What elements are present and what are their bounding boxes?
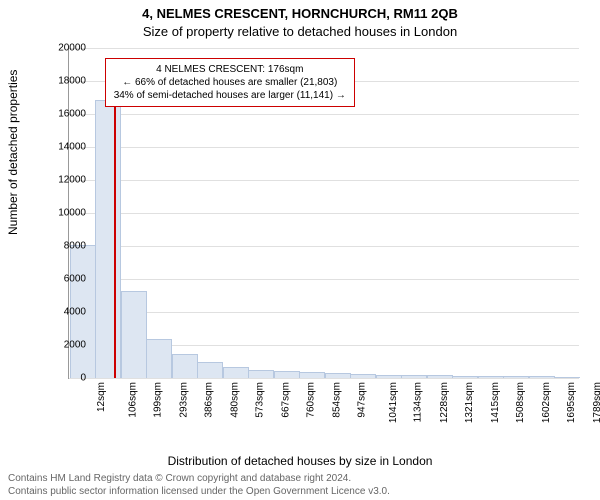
y-axis-label: Number of detached properties (6, 70, 20, 235)
histogram-bar (529, 376, 555, 378)
x-tick: 1789sqm (592, 382, 600, 423)
y-tick: 8000 (36, 241, 86, 252)
grid-line (69, 213, 579, 214)
y-tick: 20000 (36, 43, 86, 54)
property-size-chart: 4, NELMES CRESCENT, HORNCHURCH, RM11 2QB… (0, 0, 600, 500)
histogram-bar (350, 374, 376, 378)
y-tick: 0 (36, 373, 86, 384)
chart-title-line1: 4, NELMES CRESCENT, HORNCHURCH, RM11 2QB (0, 6, 600, 21)
annotation-box: 4 NELMES CRESCENT: 176sqm← 66% of detach… (105, 58, 355, 107)
histogram-bar (427, 375, 453, 378)
histogram-bar (172, 354, 198, 378)
y-tick: 6000 (36, 274, 86, 285)
y-tick: 12000 (36, 175, 86, 186)
histogram-bar (197, 362, 223, 378)
histogram-bar (325, 373, 351, 378)
footer-attribution: Contains HM Land Registry data © Crown c… (8, 473, 390, 498)
y-tick: 18000 (36, 76, 86, 87)
histogram-bar (121, 291, 147, 378)
histogram-bar (376, 375, 402, 378)
y-tick: 2000 (36, 340, 86, 351)
annotation-line2: ← 66% of detached houses are smaller (21… (114, 76, 346, 89)
y-tick: 14000 (36, 142, 86, 153)
histogram-bar (146, 339, 172, 378)
histogram-bar (554, 377, 580, 378)
grid-line (69, 114, 579, 115)
plot-area: 4 NELMES CRESCENT: 176sqm← 66% of detach… (68, 48, 579, 379)
histogram-bar (95, 100, 121, 378)
histogram-bar (248, 370, 274, 378)
y-tick: 10000 (36, 208, 86, 219)
histogram-bar (401, 375, 427, 378)
grid-line (69, 246, 579, 247)
y-tick: 4000 (36, 307, 86, 318)
grid-line (69, 48, 579, 49)
grid-line (69, 147, 579, 148)
y-tick: 16000 (36, 109, 86, 120)
histogram-bar (478, 376, 504, 378)
annotation-line1: 4 NELMES CRESCENT: 176sqm (114, 63, 346, 76)
histogram-bar (452, 376, 478, 378)
grid-line (69, 180, 579, 181)
chart-title-line2: Size of property relative to detached ho… (0, 24, 600, 39)
footer-line2: Contains public sector information licen… (8, 486, 390, 499)
histogram-bar (299, 372, 325, 378)
property-marker-line (114, 71, 116, 378)
annotation-line3: 34% of semi-detached houses are larger (… (114, 89, 346, 102)
histogram-bar (503, 376, 529, 378)
x-axis-label: Distribution of detached houses by size … (0, 454, 600, 468)
grid-line (69, 378, 579, 379)
grid-line (69, 279, 579, 280)
histogram-bar (223, 367, 249, 378)
footer-line1: Contains HM Land Registry data © Crown c… (8, 473, 390, 486)
histogram-bar (274, 371, 300, 378)
